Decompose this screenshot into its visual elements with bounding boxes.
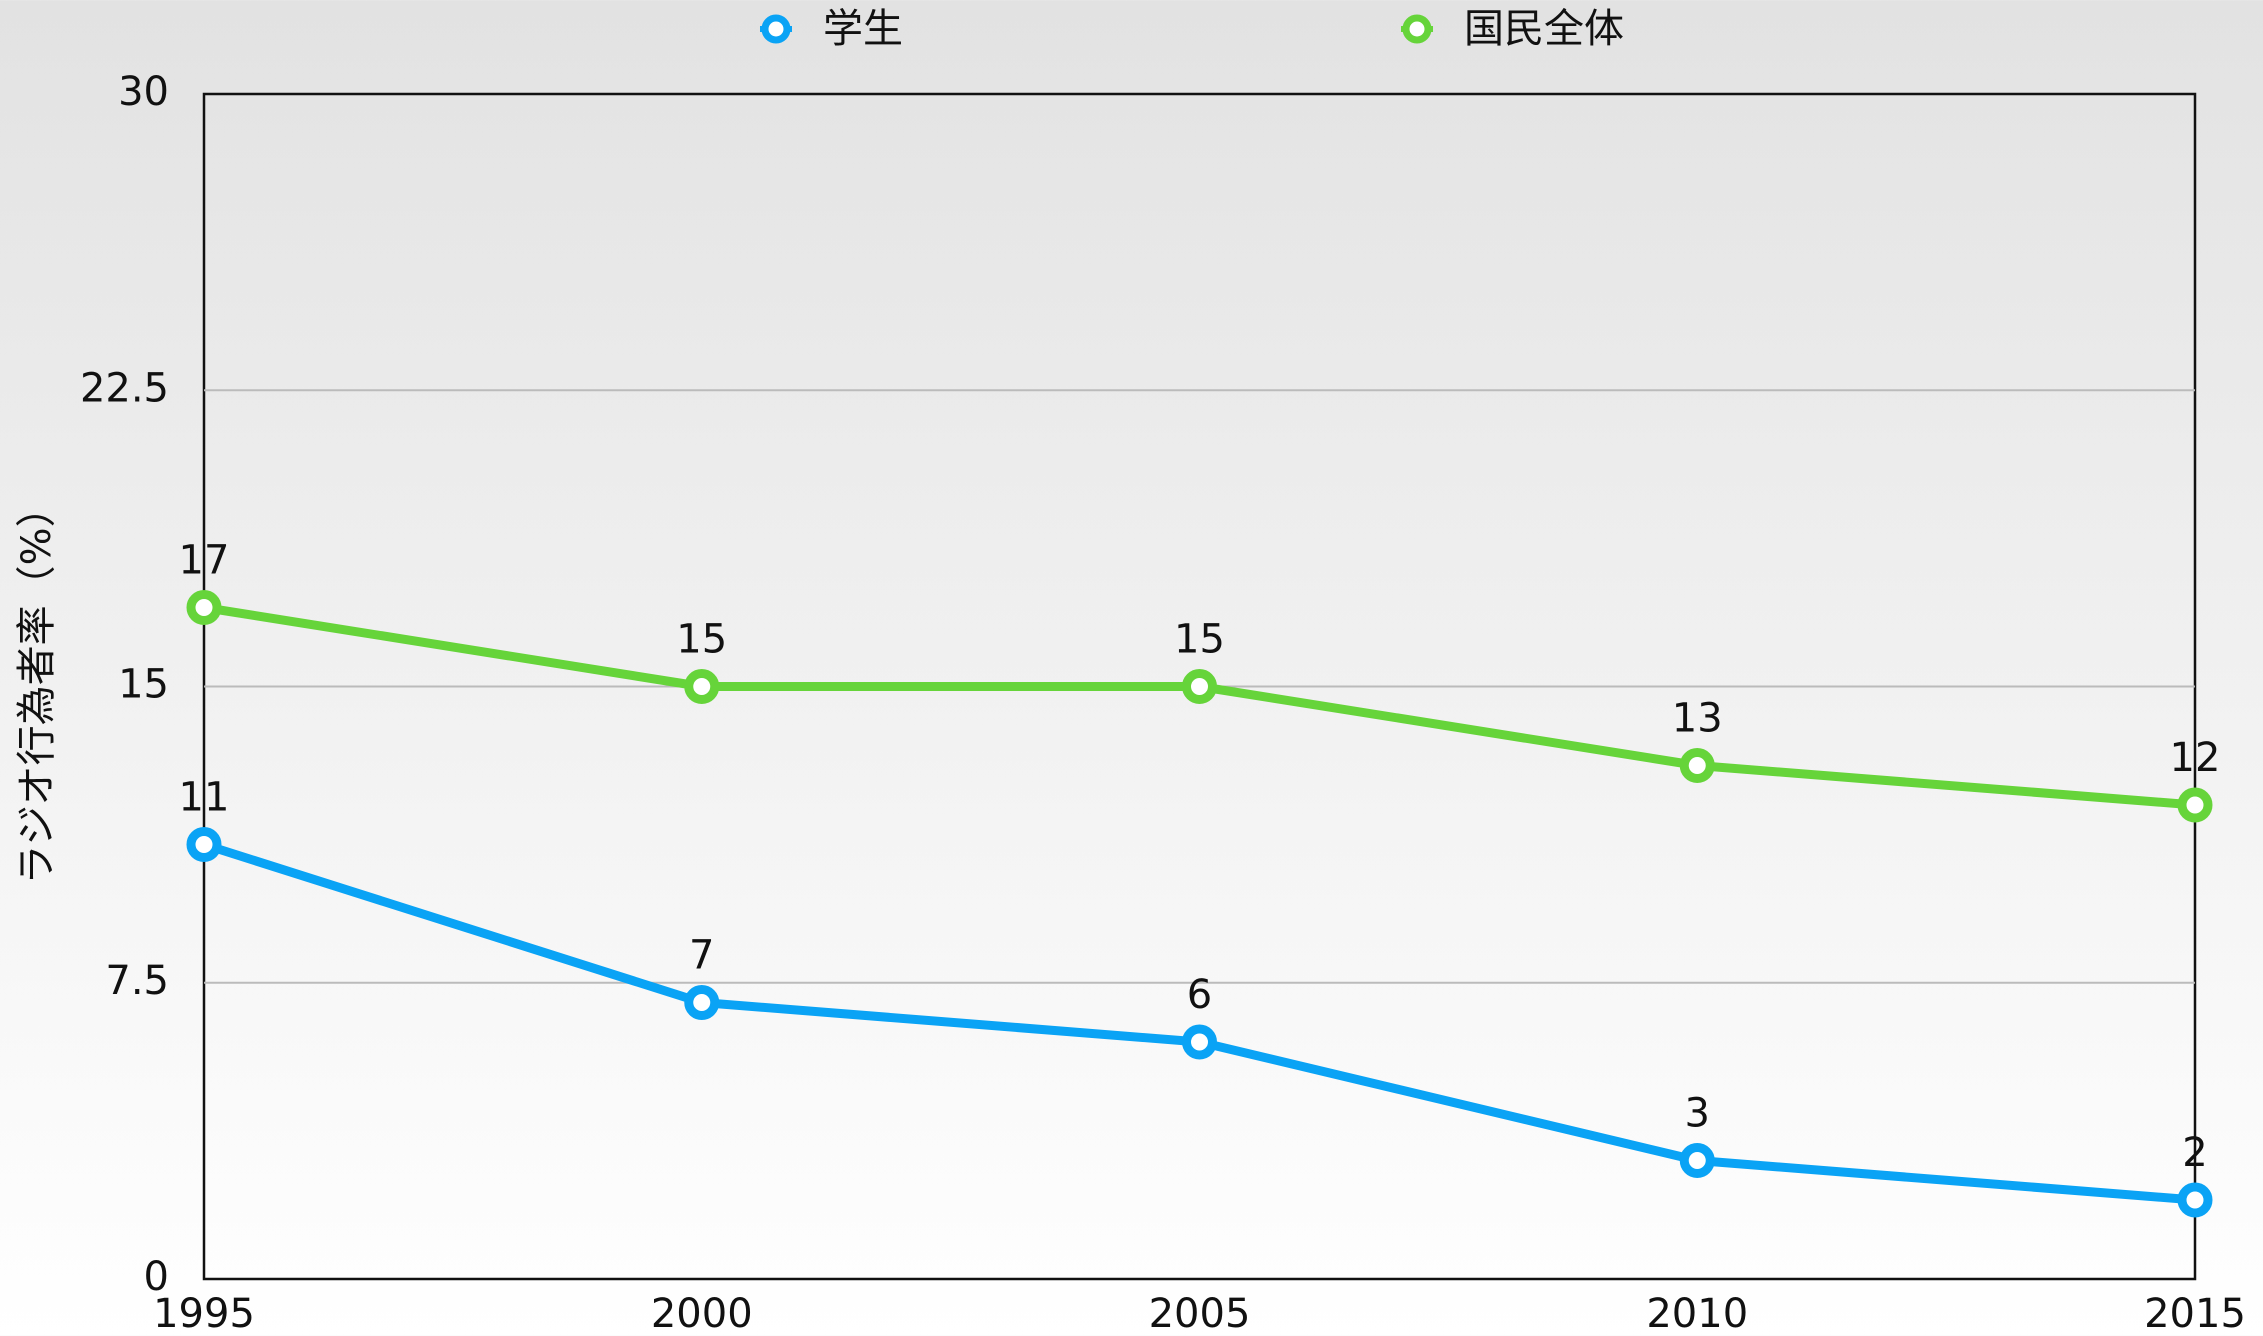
point-marker: [2177, 1182, 2213, 1218]
point-marker: [2177, 787, 2213, 823]
legend-label: 学生: [823, 6, 903, 52]
point-marker: [1182, 1024, 1217, 1060]
legend-label: 国民全体: [1464, 6, 1624, 52]
x-tick-label: 2015: [2144, 1291, 2246, 1336]
data-label: 7: [689, 933, 714, 979]
point-marker: [186, 590, 222, 625]
data-label: 15: [1174, 617, 1225, 663]
x-tick-label: 2000: [651, 1291, 753, 1336]
y-tick-label: 22.5: [80, 365, 169, 411]
x-tick-label: 1995: [153, 1291, 255, 1336]
data-label: 15: [676, 617, 727, 663]
x-tick-label: 2010: [1646, 1291, 1748, 1336]
series-line: [202, 840, 2196, 1205]
y-tick-label: 0: [144, 1254, 169, 1300]
data-label: 13: [1672, 696, 1723, 742]
point-marker: [1679, 748, 1715, 783]
y-axis-label: ラジオ行為者率（%）: [14, 487, 60, 884]
point-marker: [684, 985, 720, 1020]
data-label: 17: [179, 538, 230, 584]
x-tick-label: 2005: [1149, 1291, 1251, 1336]
data-label: 6: [1187, 972, 1212, 1018]
legend-marker: [761, 14, 791, 44]
data-label: 3: [1685, 1091, 1710, 1137]
data-label: 11: [179, 775, 230, 821]
legend-marker: [1402, 14, 1432, 44]
y-tick-label: 15: [118, 662, 169, 708]
point-marker: [1182, 669, 1217, 704]
y-tick-label: 30: [118, 69, 169, 115]
point-marker: [186, 827, 222, 862]
data-label: 12: [2170, 735, 2221, 781]
y-tick-label: 7.5: [105, 958, 169, 1004]
data-label: 2: [2182, 1130, 2207, 1176]
point-marker: [684, 669, 720, 704]
point-marker: [1679, 1143, 1715, 1178]
